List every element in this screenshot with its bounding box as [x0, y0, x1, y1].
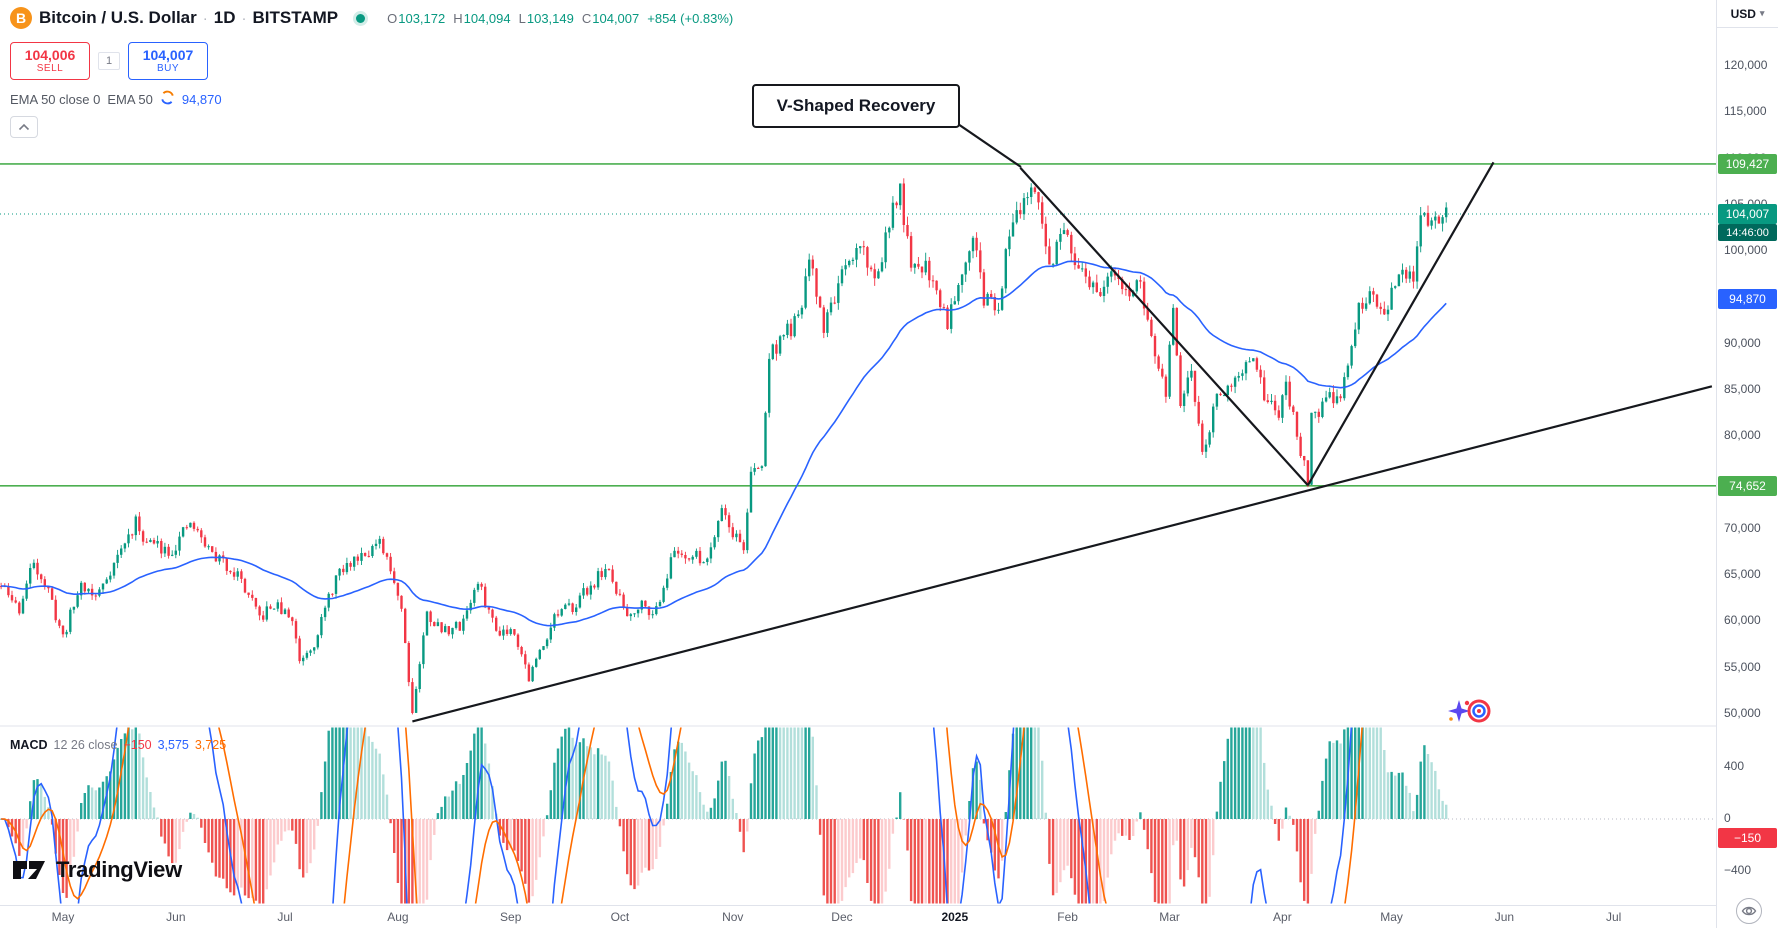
symbol-title[interactable]: Bitcoin / U.S. Dollar [39, 8, 197, 27]
macd-legend[interactable]: MACD 12 26 close −150 3,575 3,725 [10, 738, 226, 752]
price-tick: 100,000 [1724, 243, 1768, 258]
visibility-toggle-button[interactable] [1736, 898, 1762, 924]
tradingview-logo[interactable]: TradingView [12, 856, 182, 884]
time-tick: Nov [722, 910, 744, 924]
macd-line-value: 3,575 [157, 738, 189, 752]
separator-dot: · [202, 9, 208, 27]
price-scale-currency-selector[interactable]: USD ▾ [1717, 0, 1778, 28]
annotation-callout[interactable]: V-Shaped Recovery [752, 84, 960, 128]
price-axis[interactable]: USD ▾ 120,000115,000110,000105,000100,00… [1716, 0, 1778, 928]
interval-selector[interactable]: 1D [213, 8, 236, 27]
price-tick: 120,000 [1724, 58, 1768, 72]
time-tick: Jun [1494, 910, 1515, 924]
currency-label: USD [1730, 6, 1756, 21]
target-sticker-icon[interactable] [1466, 698, 1492, 729]
macd-hist-value: −150 [123, 738, 152, 752]
sell-price: 104,006 [24, 47, 76, 63]
price-tick: 115,000 [1724, 104, 1767, 119]
macd-signal-value: 3,725 [194, 738, 227, 752]
time-tick: Dec [831, 910, 853, 924]
macd-tick: 400 [1724, 759, 1745, 773]
time-axis[interactable]: May Jun Jul Aug Sep Oct Nov Dec 2025 Feb Mar Apr May… [0, 905, 1716, 928]
ema-value: 94,870 [181, 91, 222, 107]
time-tick: Mar [1159, 910, 1180, 924]
collapse-pane-button[interactable] [10, 116, 38, 138]
time-tick: Jun [166, 910, 186, 924]
ema-legend[interactable]: EMA 50 close 0 EMA 50 94,870 [10, 90, 222, 108]
annotation-text: V-Shaped Recovery [776, 96, 936, 115]
time-tick: Aug [387, 910, 409, 924]
time-tick: 2025 [941, 910, 969, 924]
ema-title: EMA 50 close 0 [10, 91, 101, 107]
open-label: O [387, 10, 398, 26]
close-value: 104,007 [592, 10, 640, 26]
chart-canvas[interactable] [0, 0, 1716, 905]
macd-hist-label: −150 [1718, 828, 1777, 848]
sell-label: SELL [36, 63, 64, 74]
ema50-line[interactable] [1, 260, 1447, 627]
caret-down-icon: ▾ [1759, 8, 1765, 18]
time-tick: Jul [1605, 910, 1622, 924]
chevron-up-icon [18, 123, 30, 131]
eye-icon [1741, 906, 1757, 916]
symbol-legend: B Bitcoin / U.S. Dollar · 1D · BITSTAMP … [10, 7, 733, 29]
macd-tick: 0 [1724, 811, 1731, 825]
high-value: 104,094 [463, 10, 511, 26]
sparkle-sticker-icon[interactable] [1446, 698, 1472, 729]
macd-title: MACD [10, 738, 48, 752]
buy-price: 104,007 [142, 47, 194, 63]
time-tick: Oct [610, 910, 630, 924]
price-tick: 65,000 [1724, 567, 1761, 582]
price-tick: 70,000 [1724, 520, 1761, 535]
macd-params: 12 26 close [53, 738, 118, 752]
ema-title-2: EMA 50 [107, 91, 153, 107]
market-open-icon[interactable] [356, 13, 366, 23]
time-tick: Jul [277, 910, 293, 924]
exchange-label[interactable]: BITSTAMP [252, 8, 339, 27]
tradingview-mark-icon [13, 861, 45, 879]
price-tick: 90,000 [1724, 335, 1761, 350]
change-value: +854 (+0.83%) [647, 10, 734, 26]
close-label: C [581, 10, 592, 26]
resistance-price-label: 109,427 [1718, 154, 1777, 174]
last-price-label: 104,007 [1718, 204, 1777, 224]
separator-dot: · [241, 9, 247, 27]
candlestick-series [0, 178, 1448, 715]
bitcoin-icon: B [10, 7, 32, 29]
ohlc-values: O 103,172 H 104,094 L 103,149 C 104,007 +854… [379, 11, 733, 26]
open-value: 103,172 [398, 10, 446, 26]
price-tick: 85,000 [1724, 382, 1761, 396]
price-tick: 80,000 [1724, 428, 1761, 443]
time-tick: Apr [1273, 910, 1292, 924]
countdown-label: 14:46:00 [1718, 224, 1777, 241]
price-tick: 60,000 [1724, 613, 1761, 628]
time-tick: Feb [1057, 910, 1078, 924]
buy-label: BUY [156, 63, 180, 74]
horizontal-price-levels[interactable] [0, 163, 1716, 487]
time-tick: May [51, 910, 75, 924]
low-value: 103,149 [526, 10, 574, 26]
time-tick: May [1380, 910, 1403, 924]
time-tick: Sep [500, 910, 522, 924]
low-label: L [518, 10, 526, 26]
price-tick: 55,000 [1724, 659, 1761, 674]
buy-button[interactable]: 104,007 BUY [128, 42, 208, 80]
support-price-label: 74,652 [1718, 476, 1777, 496]
sync-icon [160, 90, 175, 108]
high-label: H [453, 10, 463, 26]
trendline-drawings[interactable] [412, 123, 1713, 723]
sell-button[interactable]: 104,006 SELL [10, 42, 90, 80]
macd-tick: −400 [1724, 863, 1752, 877]
spread-value: 1 [98, 52, 120, 70]
macd-pane [0, 727, 1448, 904]
price-tick: 50,000 [1724, 706, 1761, 720]
tradingview-wordmark: TradingView [56, 857, 182, 882]
chart-stickers [1446, 698, 1492, 729]
grid-lines [0, 725, 1716, 820]
ema-price-label: 94,870 [1718, 289, 1777, 309]
trade-widget: 104,006 SELL 1 104,007 BUY [10, 42, 208, 80]
